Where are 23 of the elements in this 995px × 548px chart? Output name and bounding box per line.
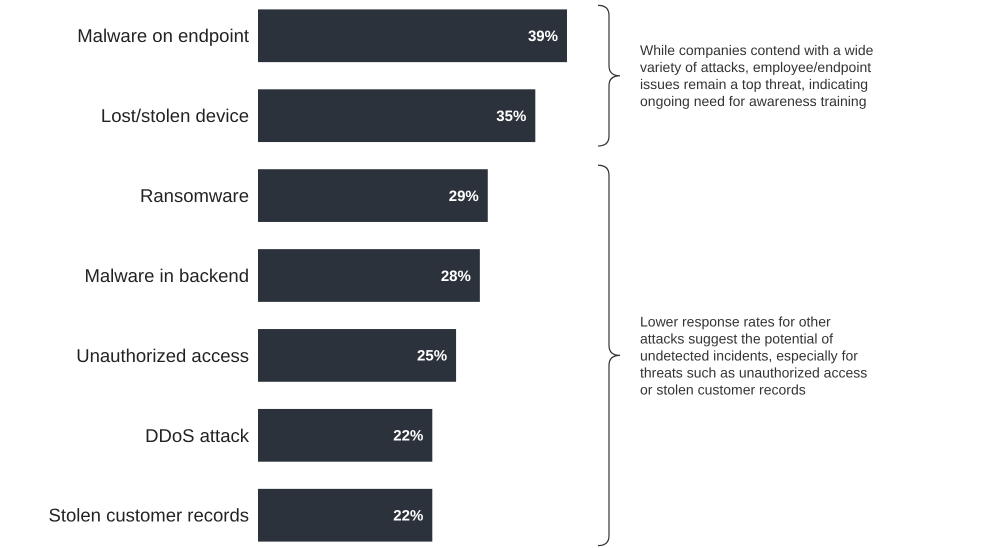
data-label: 39%: [528, 28, 558, 46]
y-tick-label: Ransomware: [140, 185, 249, 206]
bar: [258, 9, 567, 62]
bar: [258, 329, 456, 382]
y-tick-label: Malware in backend: [84, 264, 249, 286]
bar: [258, 488, 432, 542]
bar: [258, 169, 488, 222]
bar: [258, 249, 480, 302]
y-tick-label: Malware on endpoint: [77, 25, 249, 46]
data-label: 28%: [440, 268, 471, 285]
y-tick-label: Lost/stolen device: [100, 105, 249, 126]
y-tick-label: DDoS attack: [145, 424, 250, 446]
bar: [258, 89, 536, 142]
data-label: 29%: [448, 188, 479, 205]
data-label: 25%: [417, 348, 448, 365]
text: Lower response rates for other attacks suggest the potential of undetected incidents, especially for threats such as unauthorized access or stolen customer records: [640, 313, 868, 398]
text: While companies contend with a wide variety of attacks, employee/endpoint issues remain a top threat, indicating ongoing need for awareness training: [640, 42, 874, 110]
y-tick-label: Unauthorized access: [76, 344, 249, 366]
y-tick-label: Stolen customer records: [48, 504, 249, 526]
data-label: 22%: [393, 507, 424, 524]
data-label: 22%: [393, 428, 424, 445]
bar: [258, 408, 432, 462]
data-label: 35%: [496, 108, 526, 125]
